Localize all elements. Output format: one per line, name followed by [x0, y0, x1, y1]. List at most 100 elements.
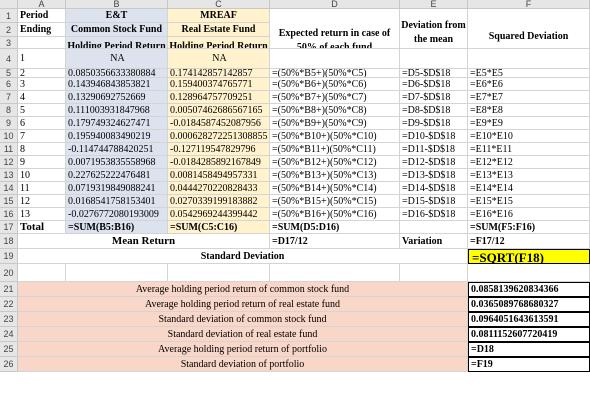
- row-header-12[interactable]: 12: [0, 156, 18, 169]
- header-mreaf[interactable]: MREAF: [168, 9, 270, 23]
- cell-c-row12[interactable]: -0.0184285892167849: [168, 156, 270, 169]
- cell-a-row16[interactable]: 13: [18, 208, 66, 221]
- row-header-21[interactable]: 21: [0, 282, 18, 297]
- cell-d-row6[interactable]: =(50%*B6+)(50%*C6): [270, 78, 400, 91]
- empty-cell-row20-d[interactable]: [270, 264, 400, 282]
- row-header-7[interactable]: 7: [0, 91, 18, 104]
- cell-c-row10[interactable]: 0.000628272251308855: [168, 130, 270, 143]
- empty-cell-row20-b[interactable]: [66, 264, 168, 282]
- cell-e-row13[interactable]: =D13-$D$18: [400, 169, 468, 182]
- cell-a-row14[interactable]: 11: [18, 182, 66, 195]
- row-header-18[interactable]: 18: [0, 234, 18, 249]
- row-header-22[interactable]: 22: [0, 297, 18, 312]
- empty-cell-row20-e[interactable]: [400, 264, 468, 282]
- total-d[interactable]: =SUM(D5:D16): [270, 221, 400, 234]
- row-header-24[interactable]: 24: [0, 327, 18, 342]
- row-header-6[interactable]: 6: [0, 78, 18, 91]
- cell-f-row7[interactable]: =E7*E7: [468, 91, 590, 104]
- summary-value-3[interactable]: 0.0964051643613591: [468, 312, 590, 327]
- cell-b-row8[interactable]: 0.111003931847968: [66, 104, 168, 117]
- header-expected-return[interactable]: Expected return in case of 50% of each f…: [270, 9, 400, 49]
- total-e[interactable]: [400, 221, 468, 234]
- summary-value-5[interactable]: =D18: [468, 342, 590, 357]
- cell-d-row10[interactable]: =(50%*B10+)(50%*C10): [270, 130, 400, 143]
- cell-f-row13[interactable]: =E13*E13: [468, 169, 590, 182]
- cell-a-row15[interactable]: 12: [18, 195, 66, 208]
- cell-a-row11[interactable]: 8: [18, 143, 66, 156]
- header-holding-period-return-c[interactable]: Holding Period Return: [168, 37, 270, 49]
- summary-label-2[interactable]: Average holding period return of real es…: [18, 297, 468, 312]
- row-header-20[interactable]: 20: [0, 264, 18, 282]
- row-header-13[interactable]: 13: [0, 169, 18, 182]
- row-header-4[interactable]: 4: [0, 49, 18, 69]
- cell-c-row4[interactable]: NA: [168, 49, 270, 69]
- total-b[interactable]: =SUM(B5:B16): [66, 221, 168, 234]
- cell-b-row6[interactable]: 0.143946843853821: [66, 78, 168, 91]
- header-quarter[interactable]: Quarter: [18, 37, 66, 49]
- row-header-9[interactable]: 9: [0, 117, 18, 130]
- cell-f-row9[interactable]: =E9*E9: [468, 117, 590, 130]
- row-header-3[interactable]: 3: [0, 37, 18, 49]
- cell-b-row14[interactable]: 0.0719319849088241: [66, 182, 168, 195]
- cell-d-row8[interactable]: =(50%*B8+)(50%*C8): [270, 104, 400, 117]
- cell-e-row4[interactable]: [400, 49, 468, 69]
- cell-b-row11[interactable]: -0.114744788420251: [66, 143, 168, 156]
- corner-select-all[interactable]: [0, 0, 18, 9]
- cell-b-row12[interactable]: 0.0071953835558968: [66, 156, 168, 169]
- cell-c-row11[interactable]: -0.127119547829796: [168, 143, 270, 156]
- summary-value-4[interactable]: 0.0811152607720419: [468, 327, 590, 342]
- summary-label-3[interactable]: Standard deviation of common stock fund: [18, 312, 468, 327]
- row-header-14[interactable]: 14: [0, 182, 18, 195]
- cell-a-row10[interactable]: 7: [18, 130, 66, 143]
- cell-c-row5[interactable]: 0.174142857142857: [168, 69, 270, 78]
- cell-d-row11[interactable]: =(50%*B11+)(50%*C11): [270, 143, 400, 156]
- cell-e-row12[interactable]: =D12-$D$18: [400, 156, 468, 169]
- column-header-a[interactable]: A: [18, 0, 66, 9]
- header-et[interactable]: E&T: [66, 9, 168, 23]
- row-header-5[interactable]: 5: [0, 69, 18, 78]
- cell-f-row4[interactable]: [468, 49, 590, 69]
- cell-d-row4[interactable]: [270, 49, 400, 69]
- total-a[interactable]: Total: [18, 221, 66, 234]
- column-header-b[interactable]: B: [66, 0, 168, 9]
- total-f[interactable]: =SUM(F5:F16): [468, 221, 590, 234]
- cell-e-row9[interactable]: =D9-$D$18: [400, 117, 468, 130]
- cell-c-row9[interactable]: -0.0184587452087956: [168, 117, 270, 130]
- column-header-c[interactable]: C: [168, 0, 270, 9]
- cell-c-row16[interactable]: 0.0542969244399442: [168, 208, 270, 221]
- column-header-e[interactable]: E: [400, 0, 468, 9]
- cell-c-row8[interactable]: 0.00507462686567165: [168, 104, 270, 117]
- row-header-23[interactable]: 23: [0, 312, 18, 327]
- cell-a-row4[interactable]: 1: [18, 49, 66, 69]
- header-deviation[interactable]: Deviation from the mean return: [400, 9, 468, 49]
- header-period[interactable]: Period: [18, 9, 66, 23]
- row-header-15[interactable]: 15: [0, 195, 18, 208]
- cell-c-row14[interactable]: 0.0444270220828433: [168, 182, 270, 195]
- cell-d-row15[interactable]: =(50%*B15+)(50%*C15): [270, 195, 400, 208]
- row-header-17[interactable]: 17: [0, 221, 18, 234]
- cell-d-row9[interactable]: =(50%*B9+)(50%*C9): [270, 117, 400, 130]
- mean-return-label[interactable]: Mean Return: [18, 234, 270, 249]
- cell-b-row13[interactable]: 0.227625222476481: [66, 169, 168, 182]
- cell-e-row8[interactable]: =D8-$D$18: [400, 104, 468, 117]
- cell-c-row13[interactable]: 0.0081458494957331: [168, 169, 270, 182]
- row-header-8[interactable]: 8: [0, 104, 18, 117]
- empty-cell-row20-f[interactable]: [468, 264, 590, 282]
- cell-b-row5[interactable]: 0.0850356633380884: [66, 69, 168, 78]
- cell-f-row5[interactable]: =E5*E5: [468, 69, 590, 78]
- row-header-25[interactable]: 25: [0, 342, 18, 357]
- header-common-stock-fund[interactable]: Common Stock Fund: [66, 23, 168, 37]
- standard-deviation-label[interactable]: Standard Deviation: [18, 249, 468, 264]
- cell-f-row15[interactable]: =E15*E15: [468, 195, 590, 208]
- cell-a-row5[interactable]: 2: [18, 69, 66, 78]
- summary-label-6[interactable]: Standard deviation of portfolio: [18, 357, 468, 372]
- cell-a-row13[interactable]: 10: [18, 169, 66, 182]
- cell-a-row9[interactable]: 6: [18, 117, 66, 130]
- summary-value-1[interactable]: 0.0858139620834366: [468, 282, 590, 297]
- cell-e-row7[interactable]: =D7-$D$18: [400, 91, 468, 104]
- summary-label-1[interactable]: Average holding period return of common …: [18, 282, 468, 297]
- header-real-estate-fund[interactable]: Real Estate Fund: [168, 23, 270, 37]
- row-header-19[interactable]: 19: [0, 249, 18, 264]
- summary-value-6[interactable]: =F19: [468, 357, 590, 372]
- row-header-11[interactable]: 11: [0, 143, 18, 156]
